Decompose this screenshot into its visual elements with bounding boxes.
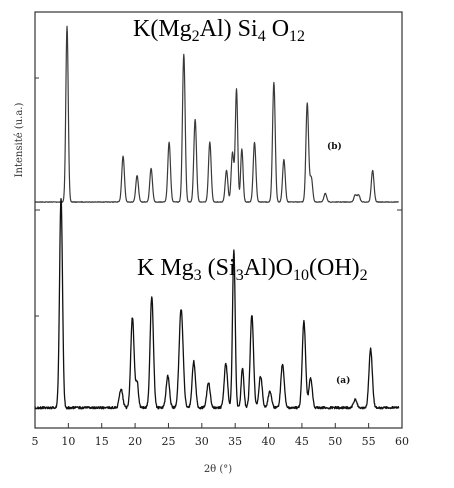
- formula-label-b: K(Mg2Al) Si4 O12: [133, 16, 305, 45]
- x-tick-label: 55: [362, 435, 376, 448]
- formula-a-part-4: (OH): [309, 255, 360, 281]
- formula-b-part-2: Al) Si: [200, 16, 258, 42]
- x-tick-label: 50: [328, 435, 342, 448]
- series-line-a: [34, 198, 400, 410]
- curve-label-b: (b): [327, 141, 342, 152]
- y-axis-label: Intensité (u.a.): [14, 103, 25, 178]
- formula-a-part-3: Al)O: [244, 255, 293, 281]
- curve-label-a: (a): [336, 375, 350, 386]
- plot-frame: [34, 11, 403, 429]
- formula-b-part-1: K(Mg: [133, 16, 192, 42]
- formula-b-sub-3: 12: [289, 28, 305, 45]
- x-tick-label: 10: [61, 435, 75, 448]
- x-axis-label: 2θ (°): [204, 464, 232, 475]
- x-tick-label: 30: [195, 435, 209, 448]
- formula-a-sub-1: 3: [194, 267, 202, 284]
- formula-label-a: K Mg3 (Si3Al)O10(OH)2: [137, 255, 368, 284]
- formula-a-sub-3: 10: [293, 267, 309, 284]
- formula-b-sub-2: 4: [258, 28, 266, 45]
- formula-a-part-1: K Mg: [137, 255, 194, 281]
- formula-b-sub-1: 2: [192, 28, 200, 45]
- series-line-b: [34, 25, 399, 203]
- x-tick-label: 60: [395, 435, 409, 448]
- x-tick-label: 5: [32, 435, 39, 448]
- x-tick-label: 25: [161, 435, 175, 448]
- x-axis-ticks: 5 10 15 20 25 30 35 40 45 50 55 60: [32, 423, 409, 448]
- formula-a-sub-4: 2: [360, 267, 368, 284]
- formula-a-sub-2: 3: [236, 267, 244, 284]
- formula-a-part-2: (Si: [202, 255, 236, 281]
- x-tick-label: 45: [295, 435, 309, 448]
- x-tick-label: 35: [228, 435, 242, 448]
- x-tick-label: 15: [95, 435, 109, 448]
- formula-b-part-3: O: [266, 16, 289, 42]
- x-tick-label: 20: [128, 435, 142, 448]
- diffraction-traces: [34, 25, 400, 410]
- x-tick-label: 40: [262, 435, 276, 448]
